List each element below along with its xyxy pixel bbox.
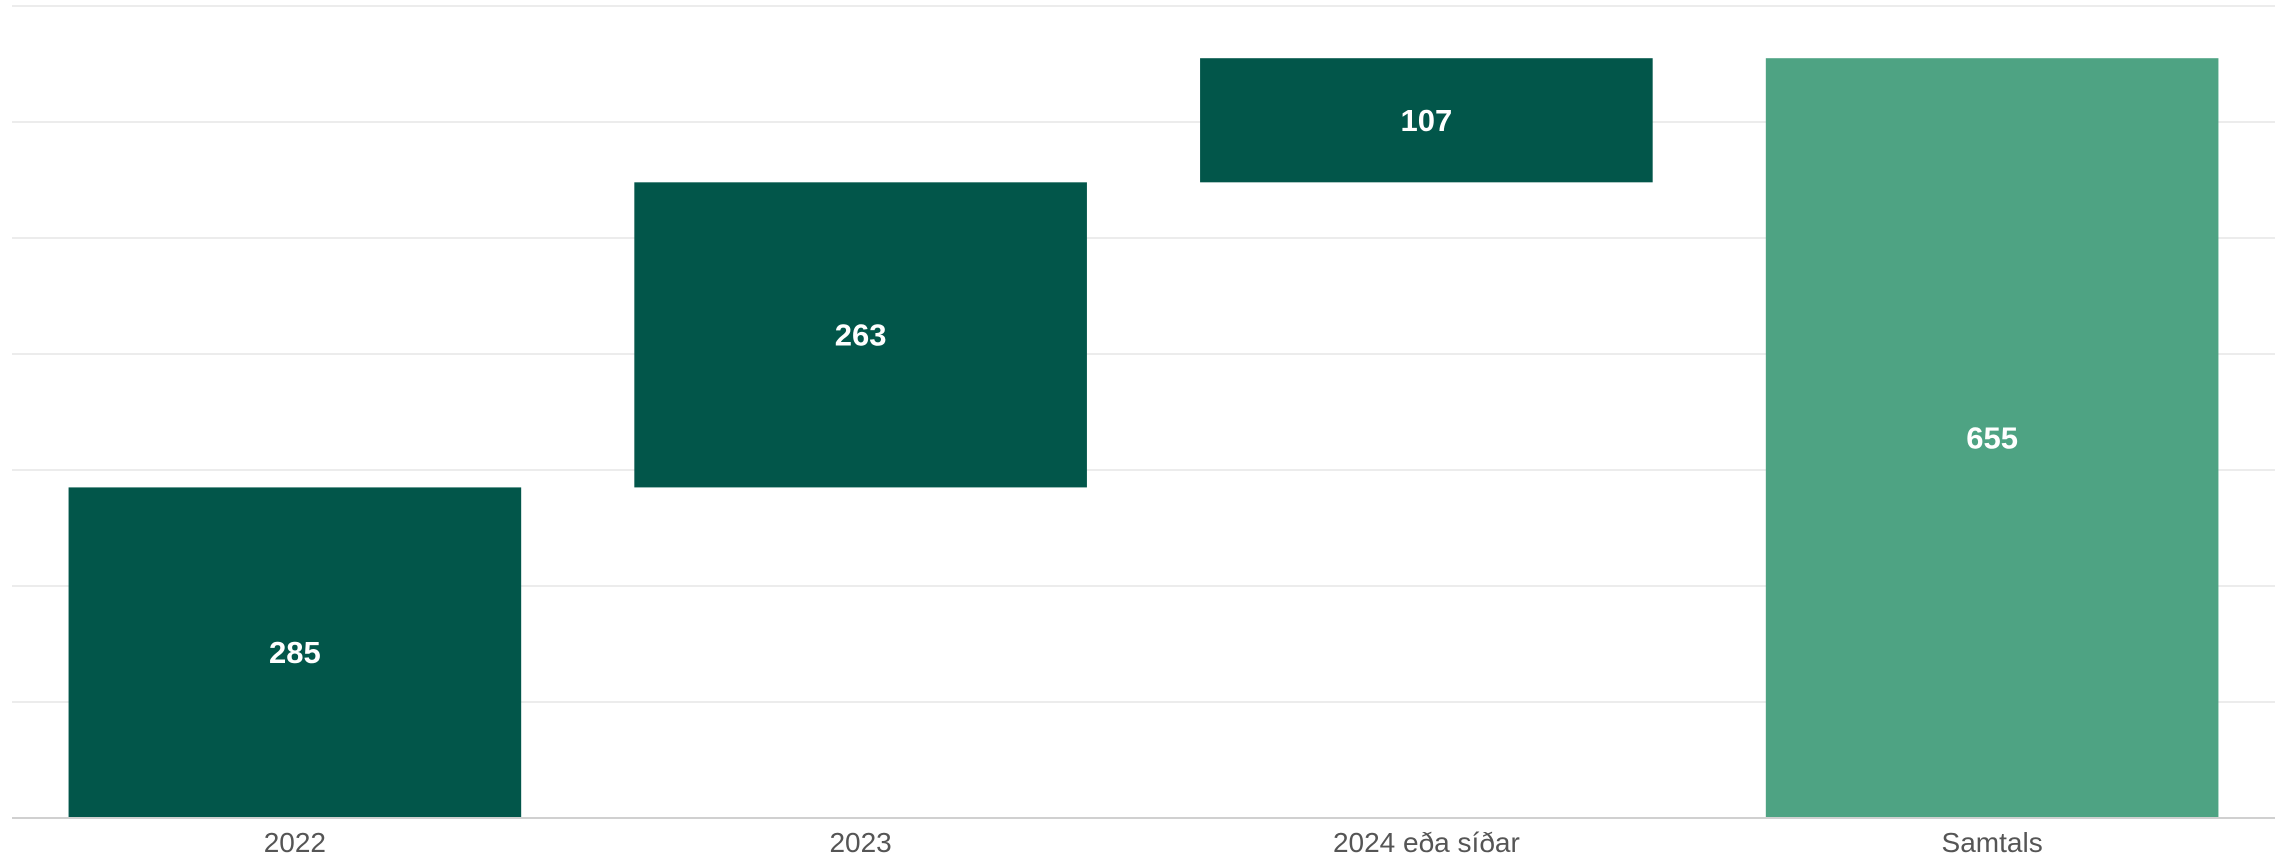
bar-value-label: 107 xyxy=(1401,103,1453,138)
x-axis-tick-labels: 2022 2023 2024 eða síðar Samtals xyxy=(264,827,2043,858)
bar-increment xyxy=(634,182,1087,488)
bar-value-label: 263 xyxy=(835,317,887,352)
bar-increment xyxy=(68,487,522,818)
x-tick-label: 2024 eða síðar xyxy=(1333,827,1520,858)
x-tick-label: 2023 xyxy=(829,827,891,858)
x-tick-label: Samtals xyxy=(1942,827,2043,858)
bar-value-label: 285 xyxy=(269,635,321,670)
bar-increment xyxy=(1200,58,1653,183)
bar-labels: 285 263 107 655 xyxy=(269,103,2018,670)
x-tick-label: 2022 xyxy=(264,827,326,858)
bar-total xyxy=(1765,58,2219,818)
bars xyxy=(68,58,2219,818)
bar-value-label: 655 xyxy=(1966,421,2018,456)
